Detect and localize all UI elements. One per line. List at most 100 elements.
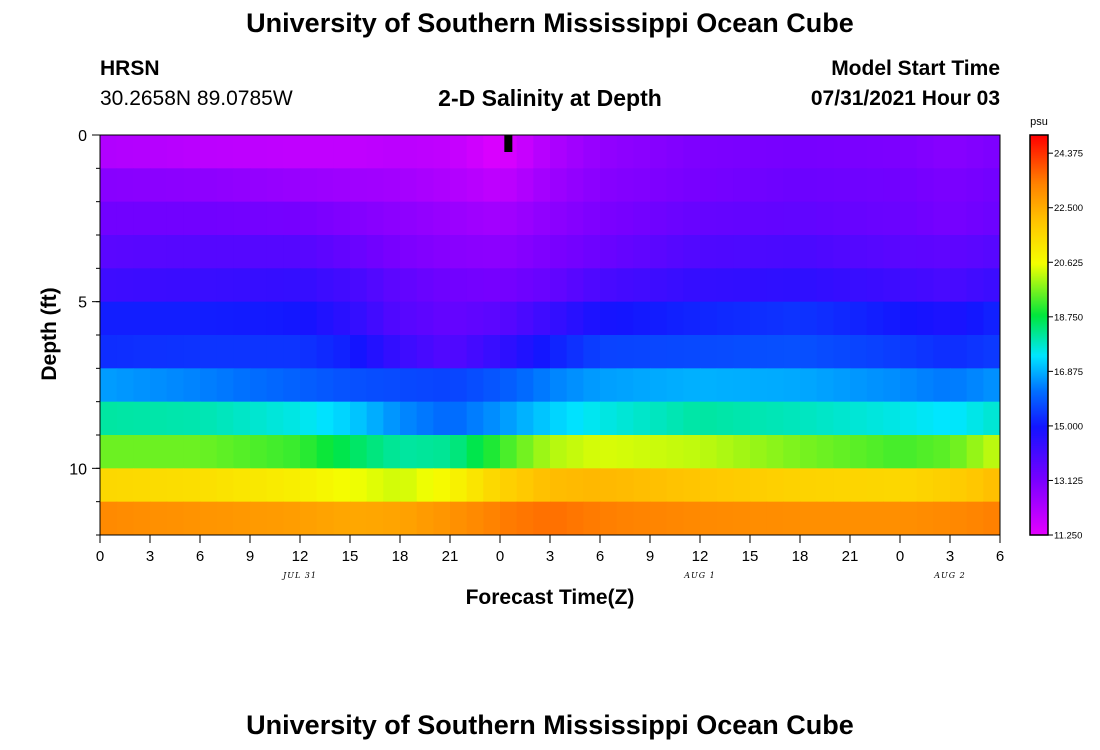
colorbar-segment (1030, 455, 1048, 458)
heatmap-cell (650, 435, 668, 469)
heatmap-cell (233, 201, 251, 236)
heatmap-cell (850, 468, 868, 503)
heatmap-cell (733, 468, 751, 503)
colorbar-segment (1030, 389, 1048, 392)
colorbar-segment (1030, 279, 1048, 282)
heatmap-cell (350, 235, 368, 269)
heatmap-cell (350, 168, 368, 203)
heatmap-cell (166, 168, 184, 203)
colorbar-tick-label: 24.375 (1054, 149, 1083, 160)
heatmap-cell (316, 301, 334, 336)
heatmap-cell (700, 301, 718, 336)
heatmap-cell (866, 268, 884, 303)
heatmap-cell (983, 435, 1000, 469)
heatmap-cell (933, 501, 951, 535)
colorbar-segment (1030, 219, 1048, 222)
heatmap-cell (133, 435, 151, 469)
colorbar-segment (1030, 397, 1048, 400)
colorbar-segment (1030, 475, 1048, 478)
colorbar-segment (1030, 441, 1048, 444)
heatmap-cell (966, 268, 984, 303)
heatmap-cell (783, 168, 801, 203)
heatmap-cell (816, 301, 834, 336)
heatmap-cell (416, 201, 434, 236)
heatmap-cell (733, 401, 751, 436)
heatmap-cell (250, 201, 268, 236)
heatmap-cell (683, 201, 701, 236)
heatmap-cell (166, 401, 184, 436)
heatmap-cell (816, 268, 834, 303)
heatmap-cell (300, 201, 318, 236)
heatmap-cell (383, 468, 401, 503)
colorbar-segment (1030, 211, 1048, 214)
colorbar-segment (1030, 367, 1048, 370)
heatmap-cell (300, 268, 318, 303)
heatmap-cell (533, 501, 551, 535)
heatmap-cell (716, 401, 734, 436)
colorbar-segment (1030, 319, 1048, 322)
heatmap-cell (633, 368, 651, 403)
heatmap-cell (750, 201, 768, 236)
heatmap-cell (416, 235, 434, 269)
colorbar-segment (1030, 145, 1048, 148)
heatmap-cell (183, 435, 201, 469)
heatmap-cell (950, 235, 968, 269)
heatmap-cell (366, 168, 384, 203)
heatmap-cell (766, 168, 784, 203)
colorbar-segment (1030, 485, 1048, 488)
heatmap-cell (750, 235, 768, 269)
heatmap-cell (533, 435, 551, 469)
heatmap-cell (466, 235, 484, 269)
heatmap-cell (266, 335, 284, 369)
heatmap-cell (300, 135, 318, 169)
colorbar-segment (1030, 193, 1048, 196)
x-tick-label: 6 (596, 548, 604, 565)
heatmap-cell (216, 168, 234, 203)
heatmap-cell (250, 501, 268, 535)
heatmap-cell (933, 168, 951, 203)
heatmap-cell (833, 435, 851, 469)
heatmap-cell (500, 435, 518, 469)
heatmap-cell (750, 301, 768, 336)
heatmap-cell (833, 168, 851, 203)
heatmap-cell (366, 435, 384, 469)
heatmap-cell (650, 335, 668, 369)
heatmap-cell (700, 501, 718, 535)
heatmap-cell (683, 368, 701, 403)
heatmap-cell (350, 335, 368, 369)
heatmap-cell (716, 335, 734, 369)
heatmap-cell (316, 135, 334, 169)
heatmap-cell (200, 268, 218, 303)
heatmap-cell (250, 335, 268, 369)
colorbar-segment (1030, 479, 1048, 482)
colorbar-segment (1030, 207, 1048, 210)
heatmap-cell (233, 268, 251, 303)
heatmap-cell (583, 435, 601, 469)
colorbar-segment (1030, 249, 1048, 252)
heatmap-cell (683, 401, 701, 436)
heatmap-cell (750, 501, 768, 535)
heatmap-cell (300, 401, 318, 436)
colorbar-tick-label: 11.250 (1054, 531, 1082, 542)
heatmap-cell (366, 401, 384, 436)
heatmap-cell (416, 435, 434, 469)
heatmap-cell (416, 468, 434, 503)
x-tick-label: 3 (146, 548, 154, 565)
colorbar-segment (1030, 433, 1048, 436)
x-date-label: AUG 1 (683, 571, 716, 580)
heatmap-cell (216, 301, 234, 336)
heatmap-cell (550, 335, 568, 369)
heatmap-cell (333, 368, 351, 403)
heatmap-cell (450, 468, 468, 503)
heatmap-cell (216, 468, 234, 503)
heatmap-cell (466, 368, 484, 403)
colorbar-segment (1030, 405, 1048, 408)
heatmap-cell (583, 501, 601, 535)
heatmap-cell (733, 301, 751, 336)
colorbar-segment (1030, 229, 1048, 232)
heatmap-cell (616, 468, 634, 503)
heatmap-cell (600, 235, 618, 269)
heatmap-cell (133, 401, 151, 436)
colorbar-segment (1030, 375, 1048, 378)
heatmap-cell (616, 235, 634, 269)
